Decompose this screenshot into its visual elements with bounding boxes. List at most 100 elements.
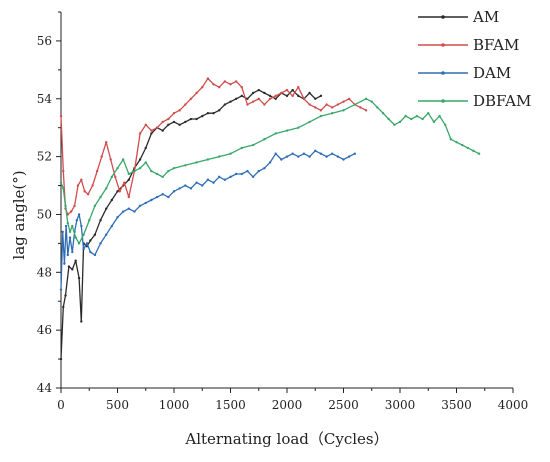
data-point-dbfam (195, 161, 198, 164)
data-point-bfam (325, 103, 328, 106)
data-point-dbfam (64, 204, 67, 207)
data-point-dam (229, 175, 232, 179)
data-point-dam (63, 262, 66, 265)
axes: 0 500 1000 1500 2000 2500 3000 3500 4000 44 46 48 50… (37, 11, 528, 412)
data-point-dbfam (240, 146, 243, 150)
data-point-dam (172, 190, 176, 193)
data-point-dam (138, 204, 142, 207)
data-point-dam (223, 178, 227, 181)
data-point-am (62, 305, 65, 309)
data-point-bfam (206, 77, 210, 80)
data-point-bfam (251, 100, 255, 103)
data-point-dbfam (167, 169, 170, 173)
data-point-am (172, 120, 176, 124)
data-point-dbfam (274, 132, 277, 135)
series-line-am (60, 89, 322, 360)
data-point-bfam (144, 123, 147, 127)
data-point-dbfam (62, 187, 65, 190)
data-point-dbfam (376, 106, 379, 109)
data-point-bfam (155, 126, 159, 129)
data-point-bfam (62, 169, 65, 173)
data-point-dbfam (144, 161, 147, 164)
data-point-dbfam (370, 100, 373, 103)
data-point-dam (184, 184, 187, 187)
data-point-am (268, 94, 272, 98)
data-point-am (161, 129, 164, 132)
data-point-bfam (109, 158, 112, 161)
data-point-am (93, 233, 97, 236)
x-tick-label: 2000 (272, 398, 303, 412)
legend-marker-bfam (441, 43, 445, 47)
data-point-bfam (167, 117, 170, 121)
data-point-am (178, 123, 181, 127)
data-point-dbfam (66, 221, 69, 225)
x-axis-label: Alternating load（Cycles） (184, 430, 388, 448)
data-point-am (308, 91, 311, 95)
data-point-bfam (105, 140, 108, 144)
y-tick-label: 52 (37, 150, 52, 164)
data-point-am (297, 94, 300, 98)
data-point-dbfam (155, 172, 159, 176)
data-point-dbfam (398, 120, 402, 124)
x-tick-label: 1000 (159, 398, 190, 412)
legend-marker-am (441, 15, 445, 19)
data-point-am (184, 120, 187, 124)
data-point-dbfam (82, 233, 85, 236)
data-point-dbfam (138, 166, 142, 170)
data-point-dam (234, 172, 238, 176)
data-point-bfam (359, 106, 362, 109)
data-point-dam (257, 169, 260, 173)
data-point-dbfam (263, 138, 266, 141)
data-point-dam (105, 233, 108, 236)
data-point-dam (325, 155, 328, 158)
data-point-am (144, 146, 147, 150)
data-point-dam (189, 187, 193, 190)
data-point-bfam (95, 169, 99, 173)
data-point-dam (246, 169, 249, 173)
data-point-am (99, 219, 102, 222)
y-tick-label: 56 (37, 34, 52, 48)
data-point-bfam (76, 184, 80, 187)
data-point-bfam (127, 195, 130, 199)
data-point-bfam (73, 204, 76, 207)
data-point-dbfam (455, 140, 458, 144)
legend-label-dam: DAM (473, 64, 511, 82)
legend-marker-dam (441, 71, 445, 75)
data-point-dam (285, 155, 289, 158)
data-point-am (274, 97, 277, 100)
data-point-dbfam (342, 109, 345, 112)
data-point-dbfam (229, 152, 232, 155)
data-point-bfam (91, 184, 94, 187)
data-point-am (67, 265, 71, 268)
data-point-bfam (246, 103, 249, 106)
data-point-bfam (240, 86, 243, 89)
data-point-dbfam (251, 143, 255, 147)
series-line-bfam (60, 77, 367, 216)
data-point-dbfam (432, 120, 436, 124)
data-point-dam (347, 155, 351, 158)
data-point-dam (93, 253, 97, 257)
data-point-am (223, 103, 227, 106)
data-point-dam (110, 224, 114, 228)
data-point-bfam (314, 106, 317, 109)
data-point-bfam (336, 103, 340, 106)
data-point-am (201, 114, 204, 118)
y-tick-label: 48 (37, 265, 52, 279)
data-point-dbfam (93, 204, 97, 207)
data-point-am (234, 97, 238, 100)
data-point-dam (77, 213, 81, 216)
data-point-bfam (268, 97, 272, 100)
data-point-dam (201, 184, 204, 187)
data-point-dbfam (353, 103, 356, 106)
legend: AM BFAM DAM DBFAM (418, 8, 531, 110)
data-point-dbfam (184, 164, 187, 167)
data-point-am (80, 320, 83, 323)
data-point-dam (68, 236, 72, 239)
data-point-bfam (229, 83, 232, 86)
data-point-dam (268, 161, 272, 164)
data-point-dam (59, 288, 63, 291)
data-point-am (116, 190, 119, 193)
data-point-dam (302, 152, 306, 155)
data-point-am (167, 123, 170, 127)
data-point-dbfam (427, 112, 430, 115)
